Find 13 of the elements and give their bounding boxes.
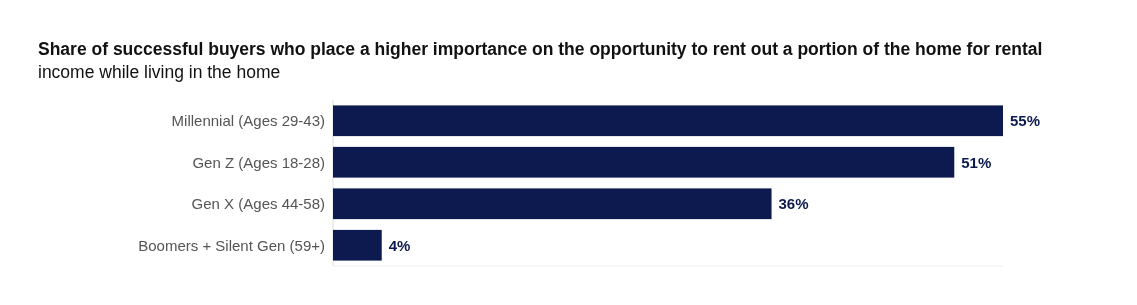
y-tick-label: Gen Z (Ages 18-28) (192, 153, 325, 171)
bar (333, 105, 1003, 137)
y-tick-label: Boomers + Silent Gen (59+) (138, 236, 325, 254)
data-label: 36% (778, 195, 809, 212)
bar (333, 229, 382, 261)
chart-title: Share of successful buyers who place a higher importance on the opportunity to rent out a portion of the home for rental income while living in the home (38, 39, 1043, 82)
bar (333, 146, 955, 178)
y-tick-label: Millennial (Ages 29-43) (171, 112, 325, 129)
data-label: 55% (1010, 112, 1041, 129)
data-label: 4% (388, 236, 411, 254)
bar (333, 188, 772, 220)
y-tick-label: Gen X (Ages 44-58) (191, 195, 325, 212)
data-label: 51% (961, 153, 992, 171)
